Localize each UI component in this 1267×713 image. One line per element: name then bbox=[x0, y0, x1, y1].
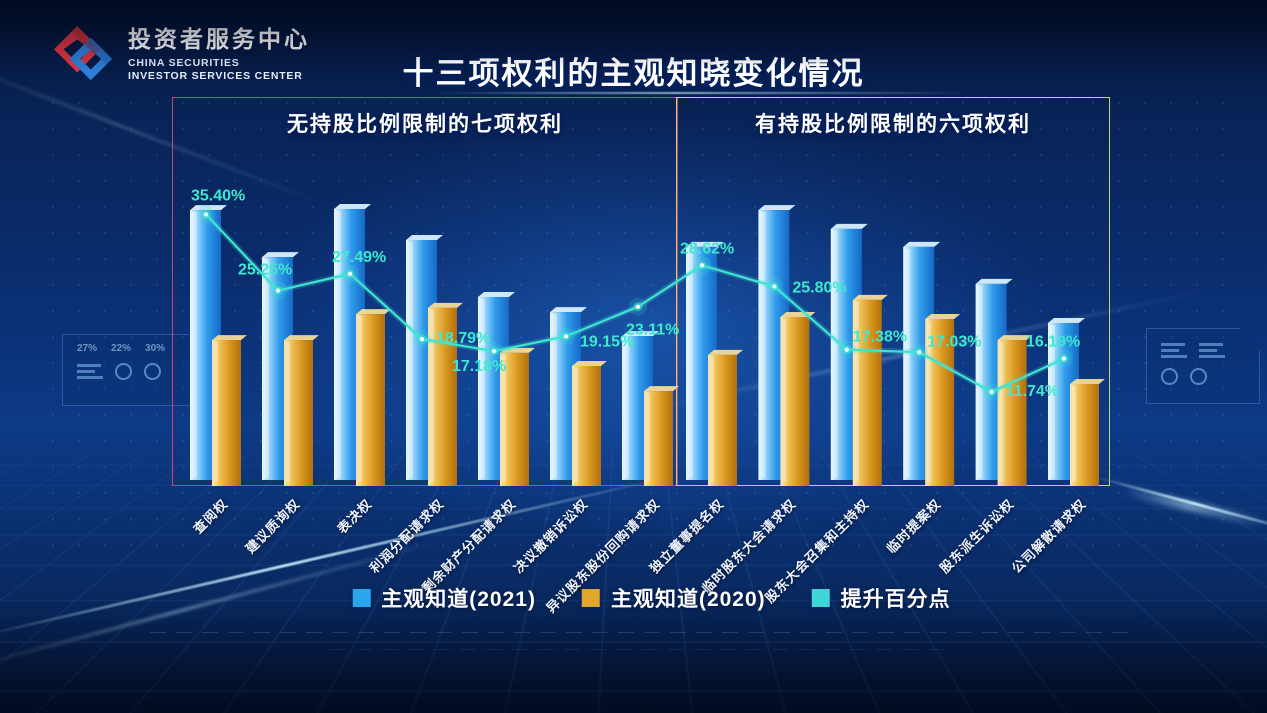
hud-value: 30% bbox=[145, 343, 166, 354]
legend-label: 主观知道(2021) bbox=[381, 588, 536, 611]
hud-panel-right bbox=[1146, 328, 1260, 404]
gauge-icon bbox=[115, 363, 132, 380]
gauge-icon bbox=[1161, 368, 1178, 385]
section-title-right: 有持股比例限制的六项权利 bbox=[755, 113, 1031, 136]
hud-value: 22% bbox=[111, 343, 132, 354]
hud-bars-icon bbox=[1161, 343, 1187, 358]
hud-bars-icon bbox=[1199, 343, 1225, 358]
gauge-icon bbox=[1190, 368, 1207, 385]
hud-bars-icon bbox=[77, 364, 103, 379]
legend-item-improvement: 提升百分点 bbox=[811, 583, 951, 613]
section-title-left: 无持股比例限制的七项权利 bbox=[287, 113, 563, 136]
legend-label: 主观知道(2020) bbox=[610, 588, 766, 611]
legend-label: 提升百分点 bbox=[840, 588, 951, 611]
legend-item-2021: 主观知道(2021) bbox=[352, 583, 536, 613]
legend-swatch-improvement bbox=[811, 589, 830, 607]
section-box-with-limit: 有持股比例限制的六项权利 bbox=[676, 97, 1110, 486]
gauge-icon bbox=[144, 363, 161, 380]
hud-value: 27% bbox=[77, 343, 98, 354]
legend-swatch-2020 bbox=[581, 589, 600, 607]
legend-item-2020: 主观知道(2020) bbox=[581, 583, 766, 613]
legend-swatch-2021 bbox=[352, 589, 371, 607]
chart-legend: 主观知道(2021) 主观知道(2020) 提升百分点 bbox=[352, 583, 950, 613]
section-box-no-limit: 无持股比例限制的七项权利 bbox=[172, 97, 678, 486]
